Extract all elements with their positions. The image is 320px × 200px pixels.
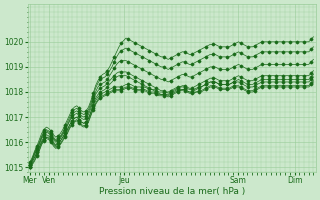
X-axis label: Pression niveau de la mer( hPa ): Pression niveau de la mer( hPa ) bbox=[99, 187, 245, 196]
